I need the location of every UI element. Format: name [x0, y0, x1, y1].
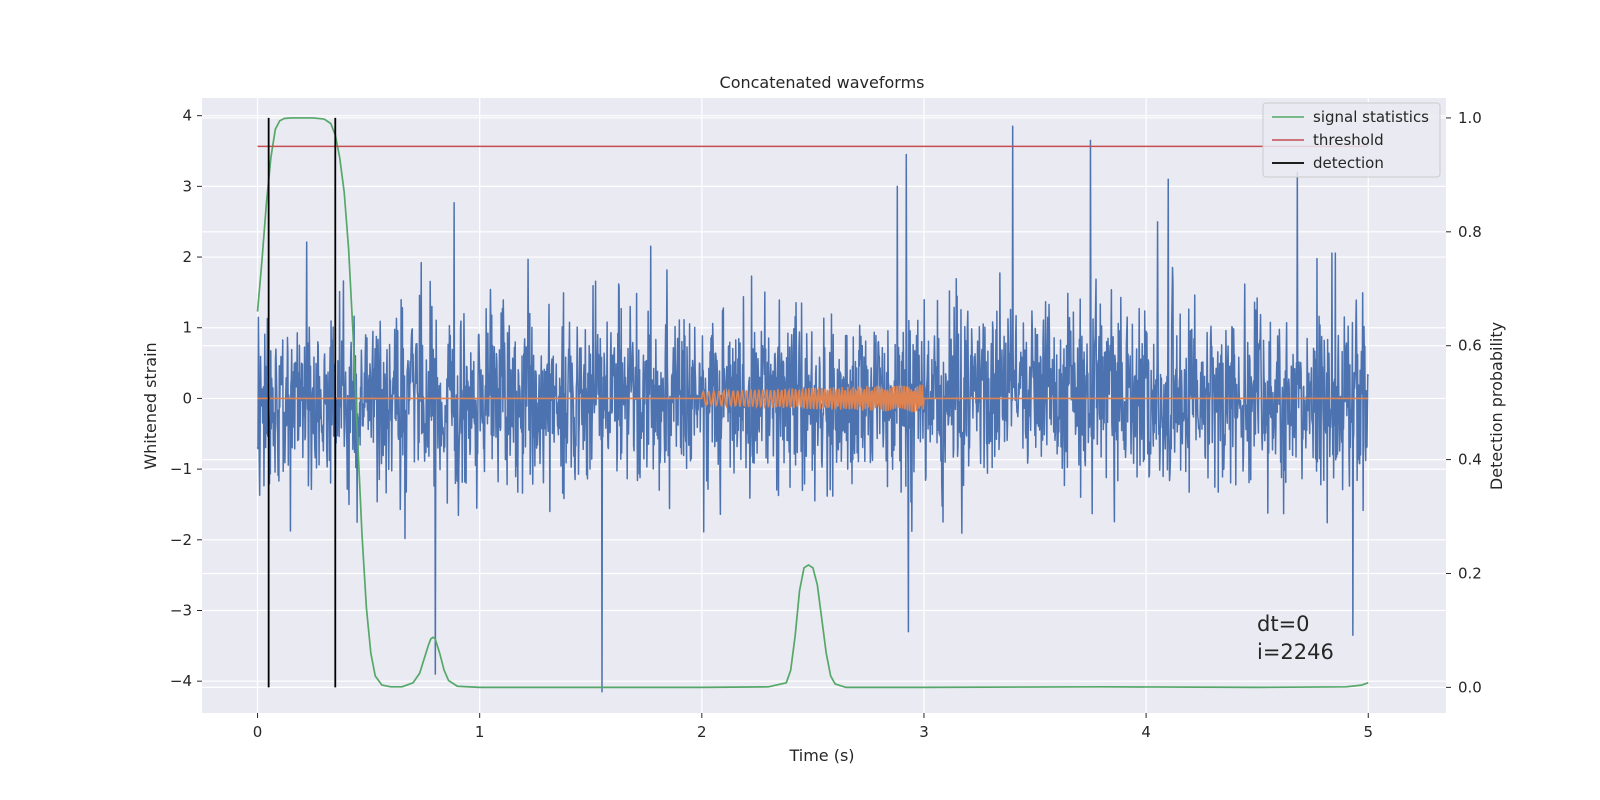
- legend-box: [1262, 102, 1441, 178]
- y-tick-label: −3: [170, 602, 192, 620]
- x-tick-label: 1: [475, 723, 485, 741]
- y-tick-label: 4: [182, 107, 192, 125]
- right-y-axis-ticks: 0.0 0.2 0.4 0.6 0.8 1.0: [1446, 109, 1482, 696]
- x-axis-ticks: 0 1 2 3 4 5: [253, 713, 1373, 741]
- injection-series: [257, 384, 1369, 413]
- right-y-tick-label: 0.2: [1458, 564, 1482, 582]
- whitened-strain-series: [256, 125, 1369, 693]
- x-tick-label: 2: [697, 723, 707, 741]
- right-y-tick-label: 0.0: [1458, 678, 1482, 696]
- y-tick-label: 3: [182, 177, 192, 195]
- x-tick-label: 5: [1363, 723, 1373, 741]
- y-tick-label: −4: [170, 672, 192, 690]
- annotation-index: i=2246: [1257, 640, 1334, 664]
- right-y-tick-label: 0.8: [1458, 223, 1482, 241]
- x-tick-label: 0: [253, 723, 263, 741]
- left-y-axis-ticks: −4 −3 −2 −1 0 1 2 3 4: [170, 107, 202, 690]
- x-tick-label: 4: [1141, 723, 1151, 741]
- chart-title: Concatenated waveforms: [720, 73, 925, 92]
- legend-label-signal-statistics: signal statistics: [1313, 108, 1429, 126]
- whitened-strain-line: [256, 125, 1369, 693]
- x-tick-label: 3: [919, 723, 929, 741]
- y-tick-label: −1: [170, 460, 192, 478]
- signal-statistics-line: [256, 117, 1369, 689]
- y-tick-label: 1: [182, 319, 192, 337]
- y-axis-label: Whitened strain: [141, 342, 160, 469]
- y-tick-label: 0: [182, 389, 192, 407]
- y-tick-label: −2: [170, 531, 192, 549]
- legend: signal statistics threshold detection: [1262, 102, 1441, 178]
- right-y-axis-label: Detection probability: [1487, 322, 1506, 490]
- legend-label-detection: detection: [1313, 154, 1384, 172]
- right-y-tick-label: 0.6: [1458, 337, 1482, 355]
- probability-series: [256, 117, 1369, 689]
- y-tick-label: 2: [182, 248, 192, 266]
- injection-line: [257, 384, 1369, 413]
- annotation-dt: dt=0: [1257, 612, 1310, 636]
- right-y-tick-label: 0.4: [1458, 451, 1482, 469]
- x-axis-label: Time (s): [788, 746, 854, 765]
- right-y-tick-label: 1.0: [1458, 109, 1482, 127]
- legend-label-threshold: threshold: [1313, 131, 1384, 149]
